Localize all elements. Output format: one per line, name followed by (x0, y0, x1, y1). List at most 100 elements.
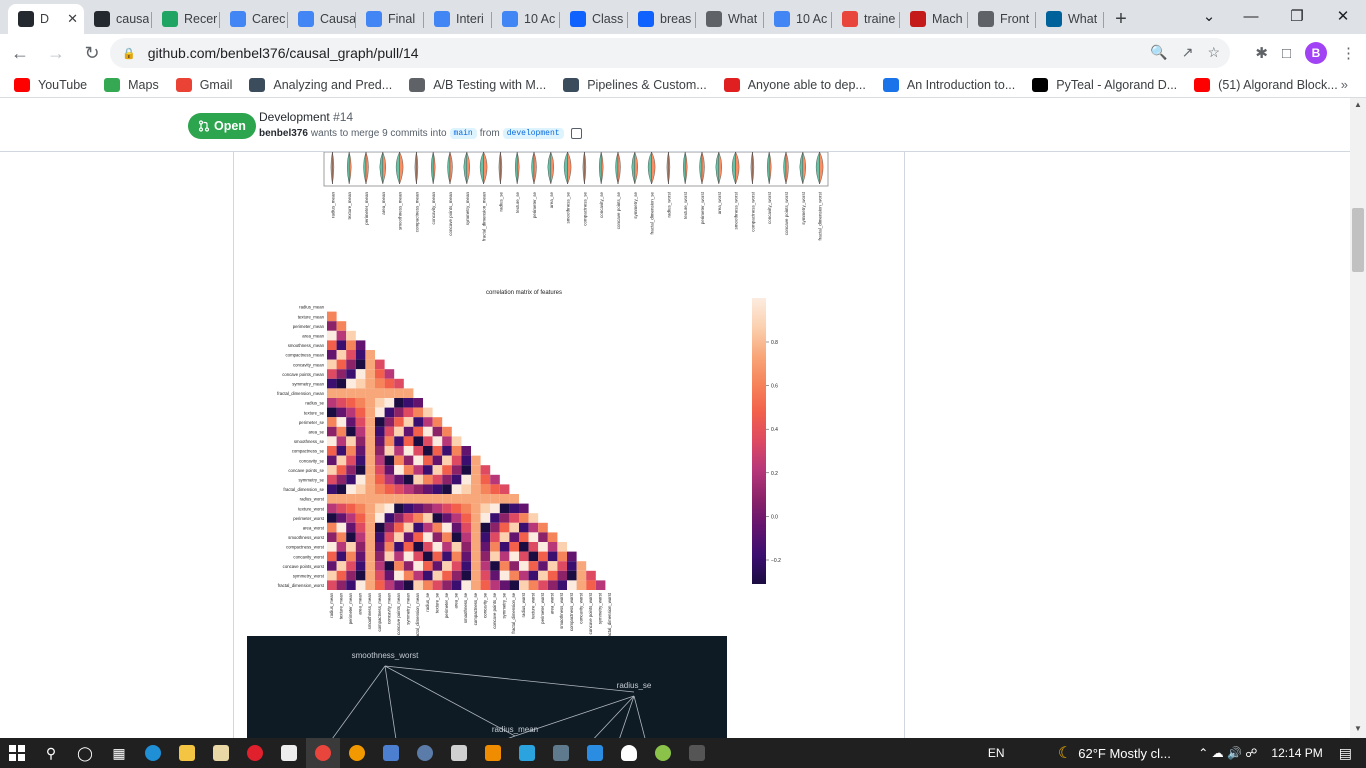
news-icon[interactable] (374, 738, 408, 768)
bookmark-item[interactable]: Pipelines & Custom... (563, 77, 707, 92)
steam-icon[interactable] (408, 738, 442, 768)
vscode-icon[interactable] (578, 738, 612, 768)
security-icon[interactable] (612, 738, 646, 768)
heatmap-cell (547, 542, 558, 552)
tab-search-icon[interactable]: ⌄ (1202, 8, 1216, 25)
clock[interactable]: 12:14 PM (1271, 746, 1323, 760)
violin-tick-label: concavity_worst (767, 191, 772, 224)
reload-button[interactable]: ↻ (84, 42, 100, 63)
browser-tab[interactable]: D ✕ (8, 4, 84, 34)
browser-tab[interactable]: What (696, 4, 764, 34)
close-window-button[interactable]: ✕ (1336, 8, 1350, 25)
browser-tab[interactable]: 10 Ac (764, 4, 832, 34)
browser-tab[interactable]: Class (560, 4, 628, 34)
photos-icon[interactable] (544, 738, 578, 768)
browser-tab[interactable]: causa (84, 4, 152, 34)
page-scrollbar[interactable]: ▲ ▼ (1350, 98, 1366, 738)
tab-close-icon[interactable]: ✕ (67, 11, 78, 26)
violin-tick-label: smoothness_se (566, 192, 571, 224)
heatmap-cell (451, 561, 462, 571)
bookmark-item[interactable]: YouTube (14, 77, 87, 92)
heatmap-cell (451, 474, 462, 485)
heatmap-cell (365, 513, 375, 523)
share-icon[interactable]: ↗ (1181, 44, 1194, 60)
heatmap-cell (471, 542, 481, 552)
restore-button[interactable]: ❐ (1290, 8, 1304, 25)
chrome-icon[interactable] (306, 738, 340, 768)
language-indicator[interactable]: EN (987, 746, 1005, 760)
heatmap-cell (471, 551, 481, 562)
task-view-icon[interactable]: ▦ (112, 744, 126, 761)
avatar[interactable]: B (1305, 42, 1327, 64)
bookmark-item[interactable]: PyTeal - Algorand D... (1032, 77, 1177, 92)
forward-button[interactable]: → (47, 42, 65, 63)
browser-tab[interactable]: Front (968, 4, 1036, 34)
heatmap-cell (461, 465, 471, 475)
heatmap-cell (346, 570, 356, 581)
head-branch[interactable]: development (502, 128, 564, 139)
bookmark-item[interactable]: A/B Testing with M... (409, 77, 546, 92)
search-app-icon[interactable] (340, 738, 374, 768)
browser-tab[interactable]: Final (356, 4, 424, 34)
heatmap-cell (336, 446, 347, 456)
heatmap-cell (490, 513, 500, 523)
heatmap-cell (365, 551, 375, 562)
cortana-icon[interactable]: ◯ (77, 744, 93, 761)
bookmark-item[interactable]: (51) Algorand Block... (1194, 77, 1338, 92)
heatmap-cell (461, 522, 471, 533)
menu-icon[interactable]: ⋮ (1341, 45, 1356, 62)
side-panel-icon[interactable]: □ (1281, 44, 1291, 62)
heatmap-cell (490, 484, 500, 494)
browser-tab[interactable]: breas (628, 4, 696, 34)
heatmap-cell (336, 417, 347, 427)
address-bar[interactable]: 🔒 github.com/benbel376/causal_graph/pull… (110, 38, 1230, 68)
copy-icon[interactable] (570, 128, 582, 139)
new-tab-button[interactable]: + (1115, 7, 1127, 30)
bookmark-item[interactable]: Maps (104, 77, 159, 92)
zoom-icon[interactable]: 🔍 (1150, 44, 1168, 60)
base-branch[interactable]: main (449, 128, 477, 139)
browser-tab[interactable]: Interi (424, 4, 492, 34)
edge-icon[interactable] (136, 738, 170, 768)
browser-tab[interactable]: Recer (152, 4, 220, 34)
scrollbar-thumb[interactable] (1352, 208, 1364, 272)
vlc-icon[interactable] (476, 738, 510, 768)
pr-author[interactable]: benbel376 (259, 128, 308, 139)
telegram-icon[interactable] (510, 738, 544, 768)
weather-text[interactable]: 62°F Mostly cl... (1078, 745, 1171, 761)
violin-tick-label: radius_se (498, 192, 503, 212)
tray-icons[interactable]: ⌃ ☁ 🔊 ☍ (1198, 746, 1258, 760)
pr-status-label: Open (214, 119, 246, 133)
heatmap-cell (355, 369, 366, 379)
bookmark-item[interactable]: Analyzing and Pred... (249, 77, 392, 92)
back-button[interactable]: ← (11, 42, 29, 63)
bookmark-item[interactable]: Gmail (175, 77, 232, 92)
store-icon[interactable] (204, 738, 238, 768)
violin-tick-label: compactness_se (582, 192, 587, 226)
notifications-icon[interactable]: ▤ (1338, 744, 1352, 761)
browser-tab[interactable]: Carec (220, 4, 288, 34)
app-icon[interactable] (442, 738, 476, 768)
bookmark-item[interactable]: Anyone able to dep... (723, 77, 866, 92)
browser-tab[interactable]: What (1036, 4, 1104, 34)
file-explorer-icon[interactable] (170, 738, 204, 768)
bookmark-item[interactable]: An Introduction to... (882, 77, 1015, 92)
xbox-icon[interactable] (646, 738, 680, 768)
pr-status-badge: Open (188, 113, 256, 139)
terminal-icon[interactable] (680, 738, 714, 768)
search-icon[interactable]: ⚲ (45, 744, 57, 761)
browser-tab[interactable]: 10 Ac (492, 4, 560, 34)
bookmark-star-icon[interactable]: ☆ (1207, 44, 1220, 60)
minimize-button[interactable]: — (1243, 7, 1259, 25)
heatmap-cell (384, 522, 395, 533)
scroll-up-icon[interactable]: ▲ (1354, 100, 1362, 109)
windows-start-icon[interactable] (0, 738, 34, 768)
more-bookmarks-icon[interactable]: » (1340, 77, 1348, 92)
browser-tab[interactable]: Mach (900, 4, 968, 34)
notepad-icon[interactable] (272, 738, 306, 768)
browser-tab[interactable]: traine (832, 4, 900, 34)
browser-tab[interactable]: Causa (288, 4, 356, 34)
scroll-down-icon[interactable]: ▼ (1354, 724, 1362, 733)
extensions-icon[interactable]: ✱ (1255, 45, 1268, 62)
opera-icon[interactable] (238, 738, 272, 768)
